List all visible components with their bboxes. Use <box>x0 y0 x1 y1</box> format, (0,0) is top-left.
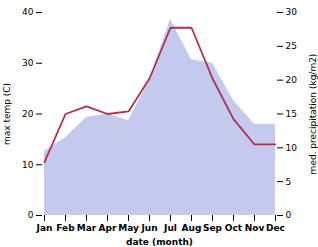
svg-text:Jun: Jun <box>140 223 157 233</box>
svg-text:20: 20 <box>286 75 298 85</box>
svg-text:Nov: Nov <box>245 223 265 233</box>
svg-text:25: 25 <box>286 41 297 51</box>
svg-text:Jul: Jul <box>163 223 177 233</box>
svg-text:40: 40 <box>22 7 34 17</box>
svg-text:Apr: Apr <box>99 223 117 233</box>
svg-text:10: 10 <box>286 143 298 153</box>
svg-text:0: 0 <box>28 210 34 220</box>
svg-text:med. precipitation (kg/m2): med. precipitation (kg/m2) <box>308 54 318 175</box>
svg-text:Mar: Mar <box>77 223 97 233</box>
svg-text:30: 30 <box>22 58 34 68</box>
svg-text:Oct: Oct <box>225 223 243 233</box>
svg-text:Sep: Sep <box>203 223 223 233</box>
svg-text:0: 0 <box>286 210 292 220</box>
svg-text:May: May <box>118 223 139 233</box>
svg-text:15: 15 <box>286 109 297 119</box>
svg-text:30: 30 <box>286 7 298 17</box>
svg-text:5: 5 <box>286 177 292 187</box>
svg-text:Dec: Dec <box>266 223 285 233</box>
svg-text:Feb: Feb <box>56 223 75 233</box>
svg-text:max temp (C): max temp (C) <box>2 83 12 145</box>
svg-text:10: 10 <box>22 160 34 170</box>
svg-text:Aug: Aug <box>182 223 202 233</box>
svg-text:20: 20 <box>22 109 34 119</box>
svg-text:Jan: Jan <box>36 223 53 233</box>
svg-text:date (month): date (month) <box>126 237 193 247</box>
